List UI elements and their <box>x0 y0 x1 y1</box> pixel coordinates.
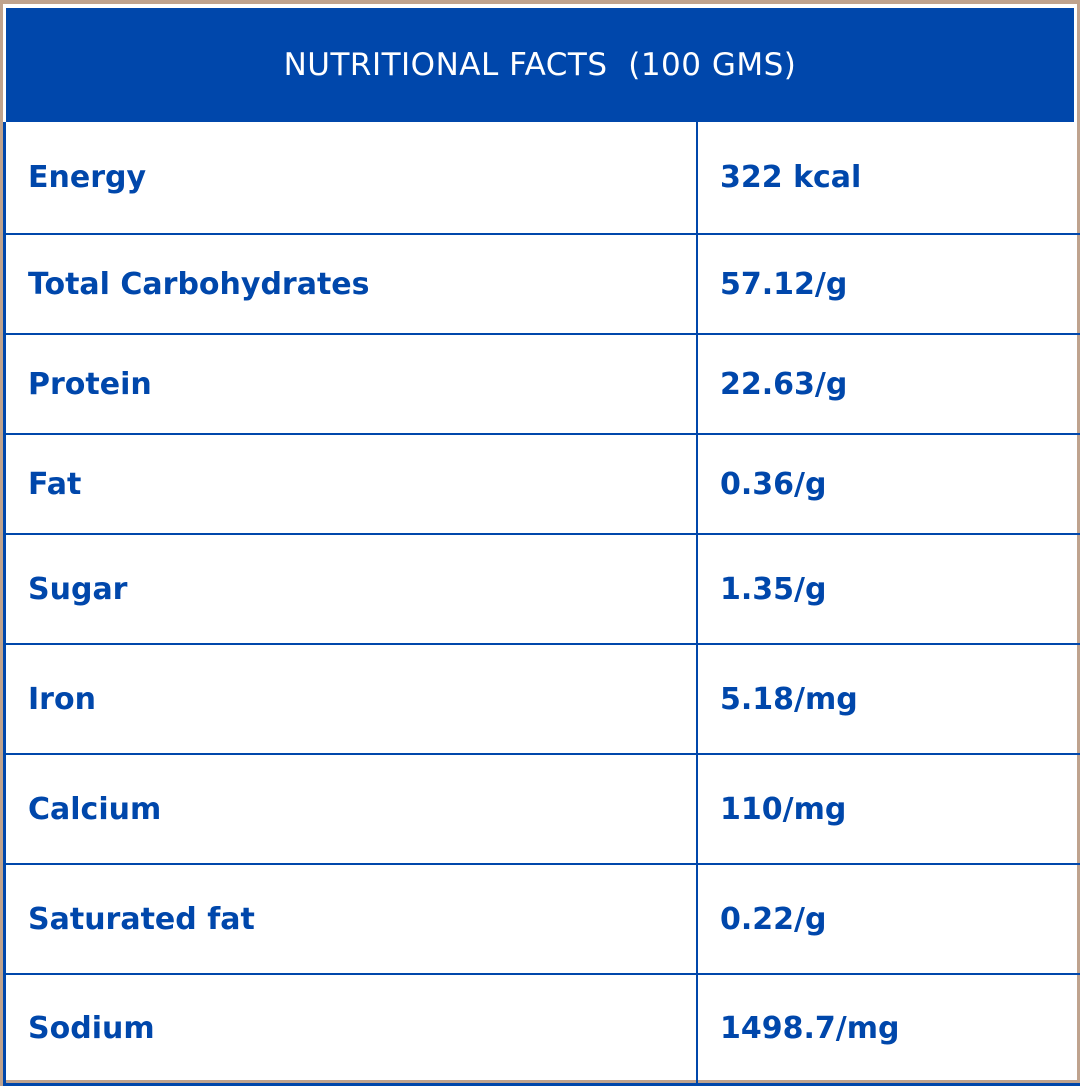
nutrient-label: Saturated fat <box>5 864 698 974</box>
table-row: Energy 322 kcal <box>5 122 1080 234</box>
nutrient-label: Sugar <box>5 534 698 644</box>
nutrient-value: 22.63/g <box>697 334 1080 434</box>
table-row: Total Carbohydrates 57.12/g <box>5 234 1080 334</box>
nutrient-value: 0.22/g <box>697 864 1080 974</box>
nutrient-value: 110/mg <box>697 754 1080 864</box>
table-row: Calcium 110/mg <box>5 754 1080 864</box>
table-row: Sodium 1498.7/mg <box>5 974 1080 1084</box>
nutrient-value: 57.12/g <box>697 234 1080 334</box>
nutrient-label: Sodium <box>5 974 698 1084</box>
table-row: Saturated fat 0.22/g <box>5 864 1080 974</box>
nutrient-label: Energy <box>5 122 698 234</box>
nutrient-value: 1498.7/mg <box>697 974 1080 1084</box>
table-title: NUTRITIONAL FACTS (100 GMS) <box>6 8 1074 122</box>
nutrient-label: Protein <box>5 334 698 434</box>
nutrient-value: 0.36/g <box>697 434 1080 534</box>
table-row: Iron 5.18/mg <box>5 644 1080 754</box>
table-row: Protein 22.63/g <box>5 334 1080 434</box>
table-row: Sugar 1.35/g <box>5 534 1080 644</box>
nutrient-label: Iron <box>5 644 698 754</box>
nutrition-table: Energy 322 kcal Total Carbohydrates 57.1… <box>3 122 1080 1086</box>
table-row: Fat 0.36/g <box>5 434 1080 534</box>
nutrient-label: Total Carbohydrates <box>5 234 698 334</box>
nutrient-label: Fat <box>5 434 698 534</box>
nutrient-value: 5.18/mg <box>697 644 1080 754</box>
nutrient-value: 322 kcal <box>697 122 1080 234</box>
nutrient-value: 1.35/g <box>697 534 1080 644</box>
nutrient-label: Calcium <box>5 754 698 864</box>
